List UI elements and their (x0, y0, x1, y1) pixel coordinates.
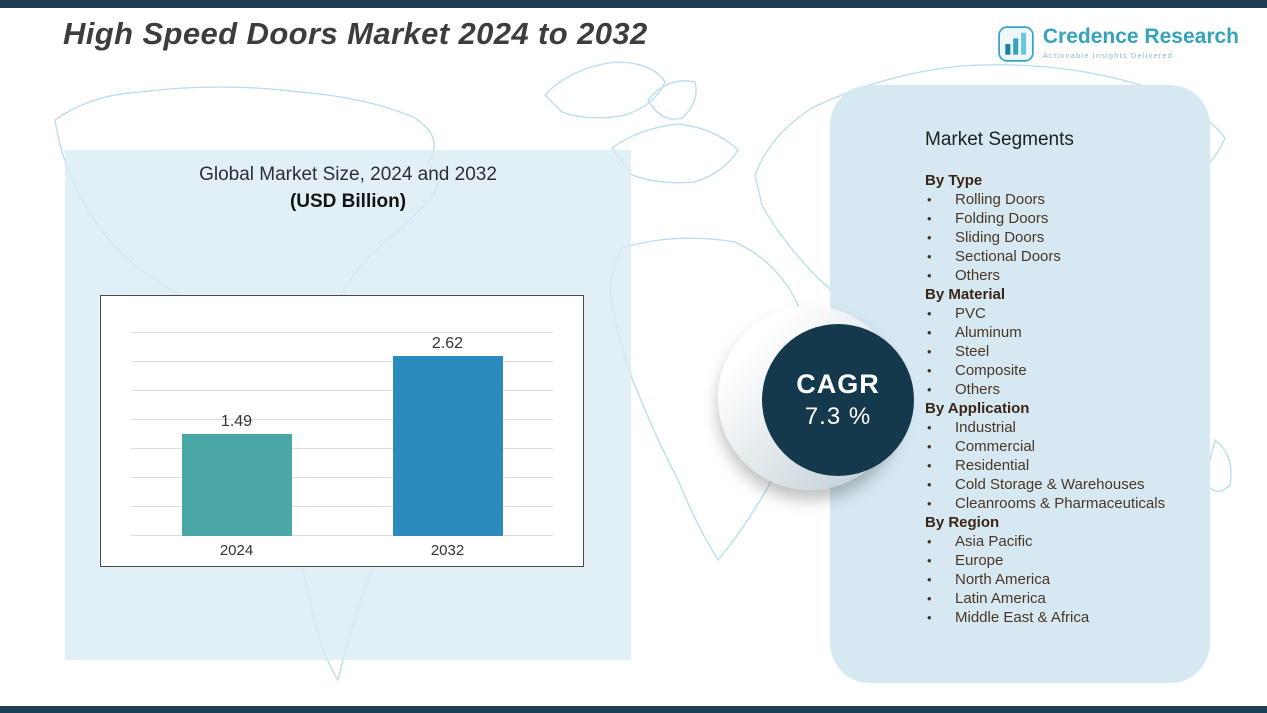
bottom-accent-bar (0, 706, 1267, 713)
cagr-circle: CAGR 7.3 % (762, 324, 914, 476)
segment-item: • North America (925, 570, 1190, 589)
segment-item-label: Sectional Doors (955, 248, 1061, 265)
x-axis-labels: 2024 2032 (131, 542, 553, 559)
bullet-icon: • (927, 439, 932, 454)
bullet-icon: • (927, 572, 932, 587)
bar-2032 (392, 356, 503, 536)
segment-item: • Sectional Doors (925, 247, 1190, 266)
bullet-icon: • (927, 325, 932, 340)
segment-group-heading: By Application (925, 400, 1030, 417)
segment-item-label: Industrial (955, 419, 1016, 436)
segment-group-heading: By Region (925, 514, 1000, 531)
bar-column-2024: 1.49 (181, 413, 292, 536)
segment-item: • Residential (925, 456, 1190, 475)
cagr-badge: CAGR 7.3 % (718, 305, 918, 500)
segment-item-label: Steel (955, 343, 990, 360)
x-tick-label: 2032 (430, 542, 465, 559)
bullet-icon: • (927, 420, 932, 435)
page-title: High Speed Doors Market 2024 to 2032 (63, 16, 648, 51)
bullet-icon: • (927, 610, 932, 625)
segment-item-label: Aluminum (955, 324, 1022, 341)
segment-item-label: Composite (955, 362, 1027, 379)
segment-item: • Commercial (925, 437, 1190, 456)
segment-item-label: Others (955, 381, 1001, 398)
bar-chart: 1.49 2.62 2024 2032 (100, 295, 584, 567)
bar-value-label: 2.62 (431, 335, 464, 352)
segment-item: • Others (925, 266, 1190, 285)
segment-item: • PVC (925, 304, 1190, 323)
segment-item: • Aluminum (925, 323, 1190, 342)
segment-item-label: Sliding Doors (955, 229, 1045, 246)
segment-item-label: Commercial (955, 438, 1036, 455)
segment-item: • Others (925, 380, 1190, 399)
segment-item-label: North America (955, 571, 1051, 588)
segment-item: • Industrial (925, 418, 1190, 437)
segment-item: • Rolling Doors (925, 190, 1190, 209)
bar-column-2032: 2.62 (392, 335, 503, 536)
bar-plot: 1.49 2.62 (131, 330, 553, 536)
brand-logo: Credence Research Actionable Insights De… (998, 26, 1239, 62)
segment-item-label: Middle East & Africa (955, 609, 1090, 626)
logo-name: Credence Research (1042, 25, 1239, 48)
segment-group-heading: By Type (925, 172, 983, 189)
bullet-icon: • (927, 553, 932, 568)
segment-item-label: Residential (955, 457, 1030, 474)
segment-item-label: Rolling Doors (955, 191, 1046, 208)
chart-subtitle: (USD Billion) (289, 191, 407, 212)
logo-text-block: Credence Research Actionable Insights De… (1042, 25, 1239, 61)
bullet-icon: • (927, 534, 932, 549)
chart-panel: Global Market Size, 2024 and 2032 (USD B… (65, 150, 631, 660)
segments-title: Market Segments (925, 129, 1074, 150)
segment-item-label: Latin America (955, 590, 1046, 607)
segment-item: • Latin America (925, 589, 1190, 608)
top-accent-bar (0, 0, 1267, 8)
bullet-icon: • (927, 192, 932, 207)
x-tick-label: 2024 (219, 542, 254, 559)
bullet-icon: • (927, 363, 932, 378)
bullet-icon: • (927, 591, 932, 606)
segment-item: • Middle East & Africa (925, 608, 1190, 627)
segment-item-label: PVC (955, 305, 986, 322)
segment-item: • Cleanrooms & Pharmaceuticals (925, 494, 1190, 513)
bar-chart-logo-icon (998, 26, 1034, 62)
bullet-icon: • (927, 230, 932, 245)
chart-title: Global Market Size, 2024 and 2032 (199, 164, 497, 185)
segment-item-label: Asia Pacific (955, 533, 1033, 550)
segment-item: • Steel (925, 342, 1190, 361)
bullet-icon: • (927, 268, 932, 283)
bullet-icon: • (927, 477, 932, 492)
cagr-label: CAGR (796, 369, 880, 399)
bullet-icon: • (927, 382, 932, 397)
bullet-icon: • (927, 306, 932, 321)
segments-groups: By Type • Rolling Doors • Folding Doors • Slid… (925, 171, 1190, 627)
segment-item: • Composite (925, 361, 1190, 380)
bullet-icon: • (927, 211, 932, 226)
segment-item-label: Folding Doors (955, 210, 1049, 227)
segment-item: • Folding Doors (925, 209, 1190, 228)
bar-2024 (181, 434, 292, 536)
bullet-icon: • (927, 344, 932, 359)
segment-item-label: Others (955, 267, 1001, 284)
segment-item: • Asia Pacific (925, 532, 1190, 551)
bullet-icon: • (927, 458, 932, 473)
bullet-icon: • (927, 249, 932, 264)
segment-item-label: Cleanrooms & Pharmaceuticals (955, 495, 1166, 512)
segment-item-label: Europe (955, 552, 1004, 569)
logo-tagline: Actionable Insights Delivered (1042, 51, 1173, 60)
segment-item-label: Cold Storage & Warehouses (955, 476, 1145, 493)
bullet-icon: • (927, 496, 932, 511)
bar-value-label: 1.49 (220, 413, 253, 430)
cagr-value: 7.3 % (804, 403, 872, 430)
segment-item: • Europe (925, 551, 1190, 570)
segment-item: • Sliding Doors (925, 228, 1190, 247)
segment-item: • Cold Storage & Warehouses (925, 475, 1190, 494)
segment-group-heading: By Material (925, 286, 1006, 303)
